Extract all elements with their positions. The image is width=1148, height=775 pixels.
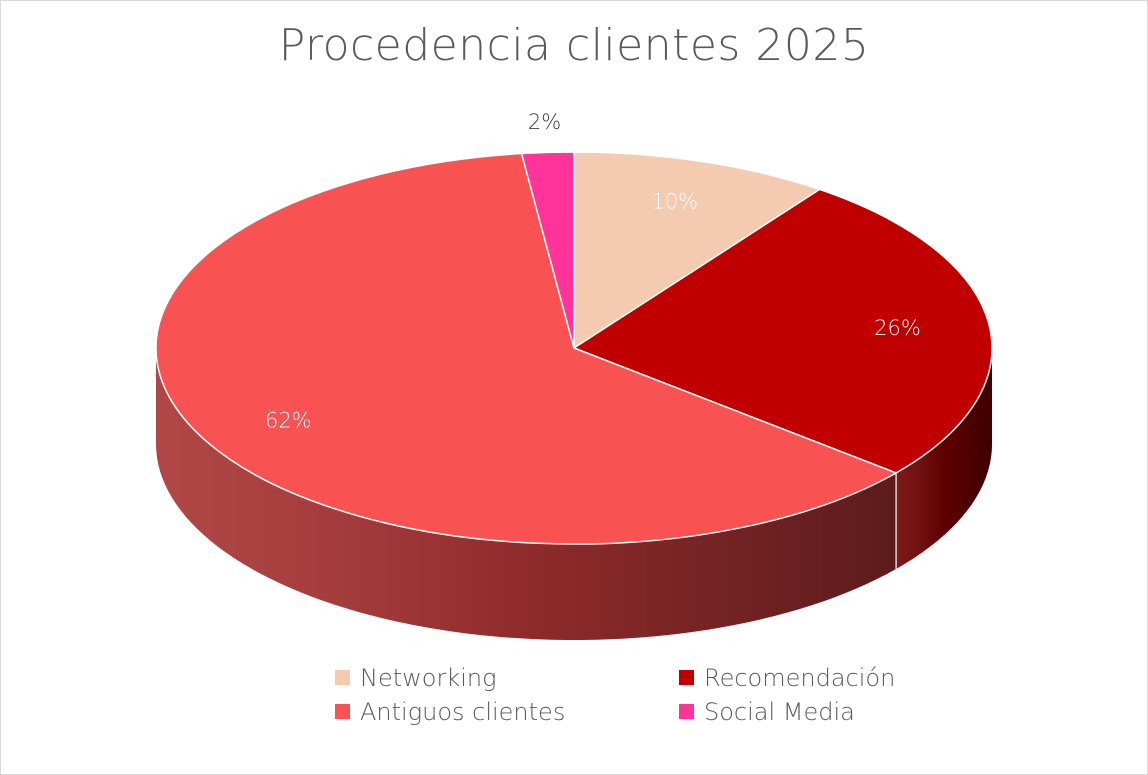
pie-slice-recomendacion xyxy=(573,188,993,474)
pie-slice-social-media xyxy=(520,151,575,349)
pie-slice-networking xyxy=(573,151,821,349)
legend-item-social-media: Social Media xyxy=(679,696,855,728)
data-label-recomendacion: 26% xyxy=(874,316,921,340)
legend-swatch-networking xyxy=(335,669,350,685)
legend-item-recomendacion: Recomendación xyxy=(679,662,895,694)
pie-side-shade-antiguos-clientes xyxy=(156,348,897,640)
legend-label-networking: Networking xyxy=(360,664,497,692)
pie-side-shade-recomendacion xyxy=(896,348,992,569)
legend: Networking Recomendación Antiguos client… xyxy=(335,662,895,734)
data-label-social-media: 2% xyxy=(528,110,561,134)
legend-label-social-media: Social Media xyxy=(704,698,855,726)
pie-data-labels: 10% 26% 62% 2% xyxy=(265,110,921,433)
legend-label-antiguos-clientes: Antiguos clientes xyxy=(360,698,566,726)
pie-slice-antiguos-clientes xyxy=(155,152,897,545)
legend-swatch-social-media xyxy=(679,703,694,719)
pie-sides xyxy=(156,348,992,640)
data-label-networking: 10% xyxy=(651,190,698,214)
legend-item-antiguos-clientes: Antiguos clientes xyxy=(335,696,565,728)
legend-item-networking: Networking xyxy=(335,662,497,694)
pie-tops xyxy=(155,151,993,545)
legend-swatch-antiguos-clientes xyxy=(335,703,350,719)
chart-title: Procedencia clientes 2025 xyxy=(278,20,870,71)
legend-label-recomendacion: Recomendación xyxy=(704,664,896,692)
legend-swatch-recomendacion xyxy=(679,669,694,685)
data-label-antiguos-clientes: 62% xyxy=(265,409,312,433)
